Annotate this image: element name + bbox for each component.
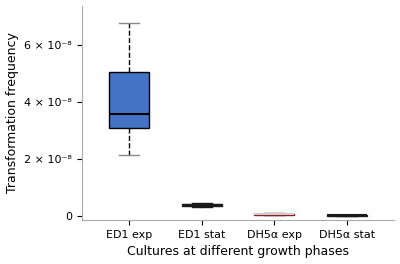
PathPatch shape xyxy=(109,72,149,128)
PathPatch shape xyxy=(327,215,367,216)
PathPatch shape xyxy=(254,214,294,215)
Y-axis label: Transformation frequency: Transformation frequency xyxy=(6,32,18,193)
X-axis label: Cultures at different growth phases: Cultures at different growth phases xyxy=(127,246,349,258)
PathPatch shape xyxy=(182,204,222,206)
